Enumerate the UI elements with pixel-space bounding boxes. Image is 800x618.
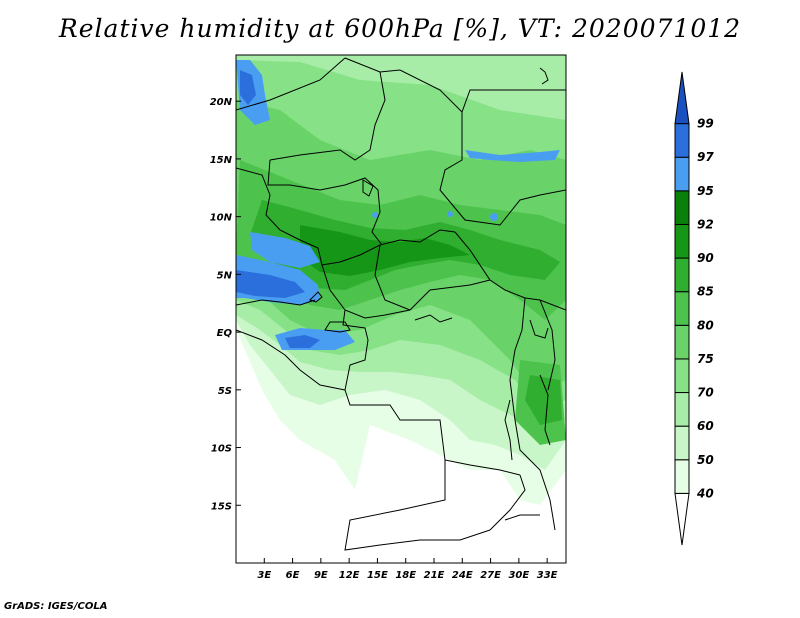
lon-tick-label: 6E xyxy=(286,570,300,581)
colorbar-label: 60 xyxy=(697,419,714,433)
colorbar-label: 92 xyxy=(697,217,714,231)
lon-tick-label: 33E xyxy=(537,570,558,581)
colorbar-label: 85 xyxy=(697,285,714,299)
colorbar-segment xyxy=(674,425,690,461)
map-title: Relative humidity at 600hPa [%], VT: 202… xyxy=(58,14,742,43)
lon-tick-label: 30E xyxy=(508,570,529,581)
colorbar-label: 90 xyxy=(697,251,714,265)
colorbar-label: 70 xyxy=(697,386,714,400)
lat-tick-label: 5S xyxy=(218,386,232,397)
colorbar-segment xyxy=(674,324,690,360)
colorbar-segment xyxy=(674,190,690,225)
lon-tick-label: 3E xyxy=(257,570,271,581)
lon-tick-label: 9E xyxy=(314,570,328,581)
colorbar-segment xyxy=(674,291,690,326)
colorbar-segment xyxy=(674,71,690,125)
longitude-axis: 3E 6E 9E 12E 15E 18E 21E 24E 27E 30E 33E xyxy=(257,558,558,581)
colorbar-segment xyxy=(674,492,690,546)
lat-tick-label: 10N xyxy=(210,213,233,224)
lon-tick-label: 27E xyxy=(480,570,501,581)
colorbar-label: 97 xyxy=(697,150,714,164)
latitude-axis: 20N 15N 10N 5N EQ 5S 10S 15S xyxy=(210,97,241,512)
colorbar-segment xyxy=(674,459,690,494)
lat-tick-label: 15N xyxy=(210,155,233,166)
colorbar-segment xyxy=(674,358,690,394)
grads-credit: GrADS: IGES/COLA xyxy=(4,601,108,612)
lat-tick-label: 10S xyxy=(211,444,232,455)
colorbar-label: 95 xyxy=(697,184,714,198)
colorbar-segment xyxy=(674,257,690,293)
colorbar-segment xyxy=(674,123,690,158)
map-frame xyxy=(235,54,567,564)
colorbar-label: 80 xyxy=(697,318,714,332)
colorbar-label: 99 xyxy=(697,117,714,131)
country-borders xyxy=(236,57,566,551)
lon-tick-label: 21E xyxy=(424,570,445,581)
colorbar-segment xyxy=(674,392,690,427)
lon-tick-label: 24E xyxy=(452,570,473,581)
colorbar-segment xyxy=(674,156,690,192)
lat-tick-label: 15S xyxy=(211,501,232,512)
colorbar: 40 50 60 70 75 80 85 90 92 95 97 99 xyxy=(674,71,714,546)
lat-tick-label: EQ xyxy=(217,328,233,339)
lon-tick-label: 15E xyxy=(367,570,388,581)
lat-tick-label: 20N xyxy=(210,97,233,108)
colorbar-segment xyxy=(674,223,690,259)
lon-tick-label: 18E xyxy=(395,570,416,581)
humidity-field xyxy=(236,55,566,563)
colorbar-label: 50 xyxy=(697,453,714,467)
lon-tick-label: 12E xyxy=(339,570,360,581)
colorbar-label: 75 xyxy=(697,352,714,366)
lat-tick-label: 5N xyxy=(217,270,233,281)
colorbar-label: 40 xyxy=(696,486,714,500)
